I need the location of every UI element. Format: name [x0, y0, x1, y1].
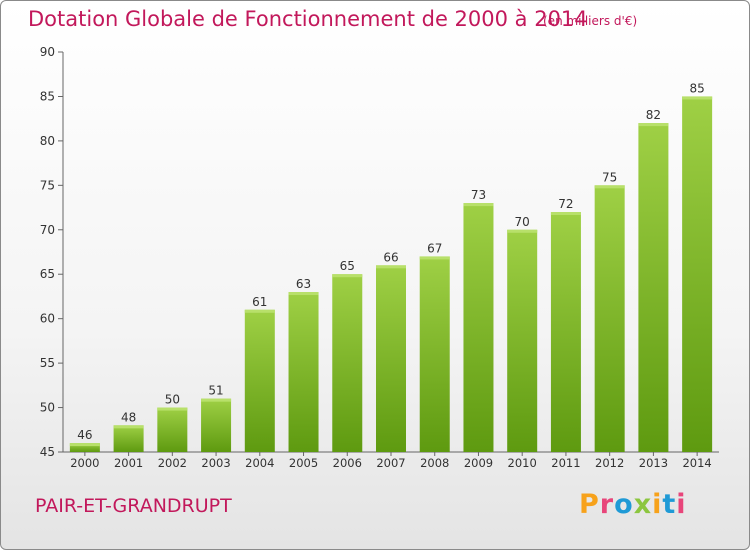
data-label: 48 [121, 410, 136, 424]
x-tick-label: 2001 [114, 456, 143, 470]
logo-letter: o [614, 489, 634, 520]
bar-2000[interactable] [69, 443, 100, 452]
data-label: 46 [77, 428, 92, 442]
bar-2001[interactable] [113, 425, 144, 452]
chart-unit: (en milliers d'€) [543, 14, 638, 28]
logo-letter: i [676, 489, 687, 520]
bar-2004[interactable] [244, 309, 275, 452]
bar-cap-2006 [332, 274, 363, 278]
bar-2013[interactable] [638, 123, 669, 452]
commune-name: PAIR-ET-GRANDRUPT [35, 495, 232, 517]
x-tick-label: 2003 [201, 456, 230, 470]
proxiti-logo[interactable]: Proxiti [579, 489, 687, 520]
bar-2003[interactable] [201, 398, 232, 452]
bar-2014[interactable] [682, 96, 713, 452]
data-label: 67 [427, 241, 442, 255]
chart-title: Dotation Globale de Fonctionnement de 20… [28, 7, 588, 31]
y-tick-label: 55 [40, 356, 55, 370]
data-label: 51 [208, 384, 223, 398]
data-label: 50 [165, 393, 180, 407]
data-label: 72 [558, 197, 573, 211]
x-tick-label: 2014 [682, 456, 711, 470]
bar-cap-2001 [113, 425, 144, 429]
y-tick-label: 90 [40, 45, 55, 59]
bar-2008[interactable] [419, 256, 450, 452]
bar-2006[interactable] [332, 274, 363, 452]
data-label: 61 [252, 295, 267, 309]
y-tick-label: 70 [40, 223, 55, 237]
x-tick-label: 2002 [158, 456, 187, 470]
x-tick-label: 2013 [639, 456, 668, 470]
x-tick-label: 2010 [508, 456, 537, 470]
x-tick-label: 2008 [420, 456, 449, 470]
x-tick-label: 2006 [333, 456, 362, 470]
y-tick-label: 65 [40, 267, 55, 281]
logo-letter: x [633, 489, 653, 520]
y-tick-label: 50 [40, 401, 55, 415]
data-label: 66 [383, 250, 398, 264]
bar-cap-2008 [419, 256, 450, 260]
bar-2005[interactable] [288, 292, 319, 452]
data-label: 75 [602, 170, 617, 184]
bar-2010[interactable] [507, 229, 538, 452]
x-tick-label: 2004 [245, 456, 274, 470]
bar-2007[interactable] [376, 265, 406, 452]
y-tick-label: 60 [40, 312, 55, 326]
bar-cap-2014 [682, 96, 713, 100]
data-label: 65 [340, 259, 355, 273]
x-tick-label: 2005 [289, 456, 318, 470]
x-tick-label: 2011 [551, 456, 580, 470]
bar-2002[interactable] [157, 407, 188, 452]
x-tick-label: 2000 [70, 456, 99, 470]
bar-cap-2011 [550, 212, 581, 215]
bar-cap-2002 [157, 407, 188, 411]
y-tick-label: 85 [40, 89, 55, 103]
data-label: 73 [471, 188, 486, 202]
bar-2011[interactable] [550, 212, 581, 452]
data-label: 63 [296, 277, 311, 291]
x-tick-label: 2009 [464, 456, 493, 470]
bar-cap-2010 [507, 229, 538, 233]
bar-cap-2007 [376, 265, 406, 269]
bar-2009[interactable] [463, 203, 494, 452]
x-tick-label: 2012 [595, 456, 624, 470]
bar-cap-2009 [463, 203, 494, 207]
y-tick-label: 75 [40, 178, 55, 192]
bar-2012[interactable] [594, 185, 625, 453]
data-label: 82 [646, 108, 661, 122]
data-label: 70 [515, 215, 530, 229]
y-tick-label: 80 [40, 134, 55, 148]
data-label: 85 [689, 81, 704, 95]
bar-cap-2000 [69, 443, 100, 447]
bar-cap-2013 [638, 123, 669, 127]
bar-cap-2005 [288, 292, 319, 295]
x-tick-label: 2007 [376, 456, 405, 470]
bar-cap-2012 [594, 185, 625, 189]
y-tick-label: 45 [40, 445, 55, 459]
logo-letter: r [599, 489, 615, 520]
logo-letter: P [579, 489, 600, 520]
logo-letter: i [652, 489, 663, 520]
bar-cap-2003 [201, 398, 232, 402]
bar-cap-2004 [244, 309, 275, 313]
logo-letter: t [662, 489, 677, 520]
